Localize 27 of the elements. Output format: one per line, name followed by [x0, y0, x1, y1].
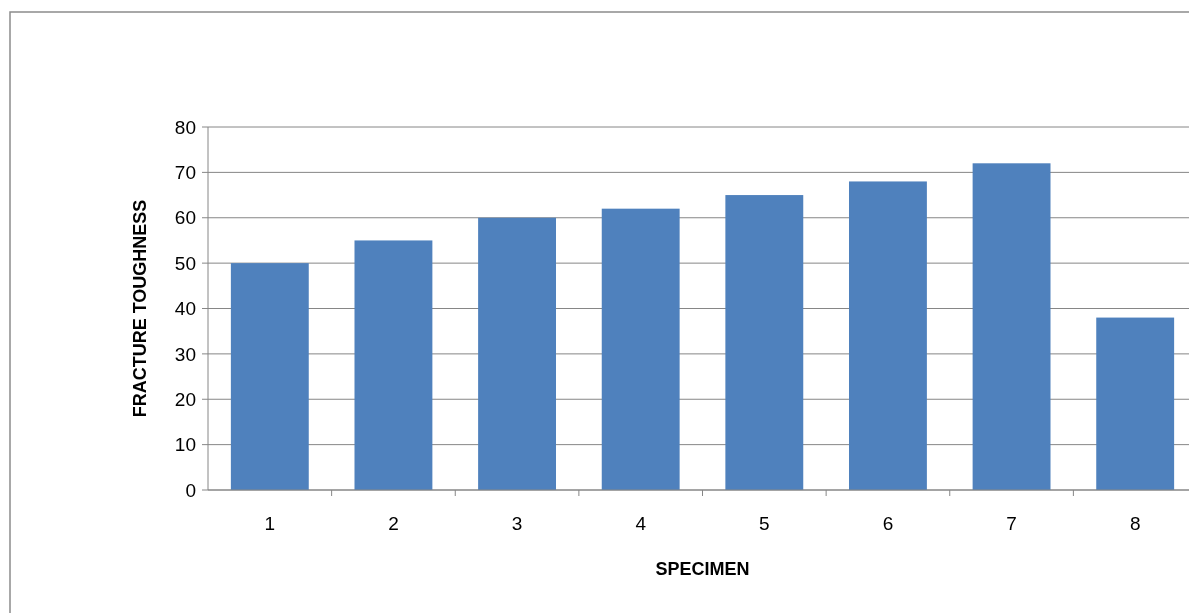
x-tick-label: 4 — [635, 513, 647, 534]
x-tick-label: 6 — [882, 513, 894, 534]
bar — [601, 208, 680, 490]
y-tick-label: 10 — [174, 434, 196, 456]
bar — [1096, 317, 1175, 490]
y-tick-label: 80 — [174, 116, 196, 138]
x-tick-label: 1 — [264, 513, 276, 534]
x-tick-label: 3 — [511, 513, 523, 534]
y-tick-label: 70 — [174, 162, 196, 184]
bar — [972, 163, 1051, 490]
x-tick-label: 5 — [759, 513, 770, 534]
bar — [478, 217, 556, 490]
bar — [230, 263, 309, 490]
y-tick-label: 20 — [174, 388, 196, 410]
y-tick-label: 0 — [185, 479, 196, 501]
x-tick-label: 7 — [1006, 513, 1017, 534]
x-axis-title: SPECIMEN — [655, 559, 750, 579]
x-tick-label: 8 — [1129, 513, 1141, 534]
y-axis-title: FRACTURE TOUGHNESS — [130, 199, 150, 418]
bar — [354, 240, 433, 490]
x-tick-label: 2 — [388, 513, 399, 534]
y-tick-label: 60 — [174, 207, 196, 229]
y-tick-label: 50 — [174, 252, 196, 274]
bar — [725, 195, 804, 490]
y-tick-label: 40 — [174, 298, 196, 320]
y-tick-label: 30 — [174, 343, 196, 365]
bar — [849, 181, 927, 490]
